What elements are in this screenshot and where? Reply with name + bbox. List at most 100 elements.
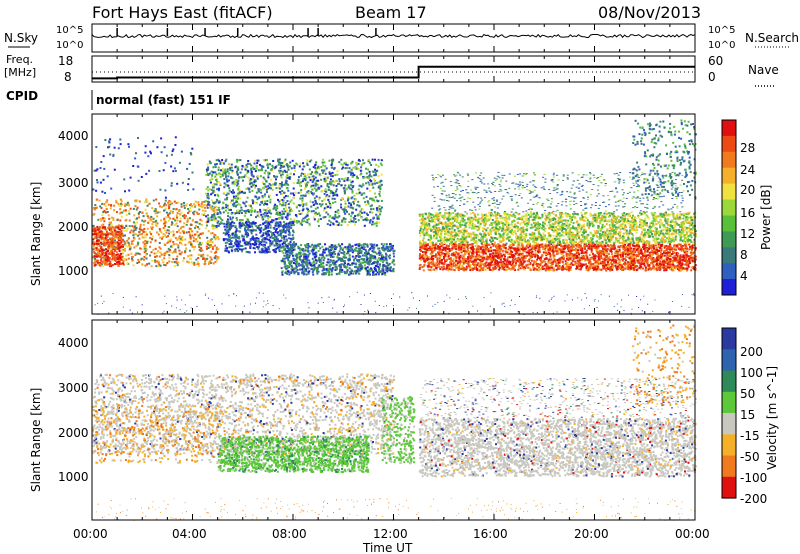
heatmap-cell	[214, 238, 217, 241]
heatmap-cell	[333, 197, 336, 200]
heatmap-cell	[292, 202, 295, 205]
heatmap-cell	[250, 185, 253, 188]
heatmap-cell	[355, 164, 358, 167]
heatmap-cell	[125, 203, 128, 206]
heatmap-cell	[306, 214, 309, 217]
heatmap-cell	[172, 210, 174, 213]
heatmap-cell	[92, 248, 95, 251]
heatmap-cell	[330, 254, 333, 257]
heatmap-cell	[189, 238, 192, 241]
heatmap-cell	[269, 220, 272, 223]
heatmap-cell	[278, 224, 280, 227]
heatmap-cell	[216, 177, 219, 180]
heatmap-cell	[541, 268, 544, 271]
heatmap-cell	[105, 243, 108, 246]
heatmap-cell	[358, 158, 361, 161]
heatmap-cell	[134, 224, 137, 227]
heatmap-cell	[132, 207, 135, 210]
heatmap-cell	[107, 250, 109, 252]
heatmap-cell	[372, 262, 375, 265]
heatmap-cell	[183, 217, 186, 220]
heatmap-cell	[363, 243, 366, 245]
heatmap-cell	[105, 263, 108, 265]
heatmap-cell	[142, 241, 145, 244]
heatmap-cell	[329, 190, 332, 192]
heatmap-cell	[366, 200, 369, 203]
heatmap-cell	[186, 260, 189, 263]
heatmap-cell	[374, 264, 377, 267]
heatmap-cell	[381, 273, 384, 276]
heatmap-cell	[504, 250, 507, 253]
heatmap-cell	[115, 201, 118, 204]
heatmap-cell	[297, 264, 300, 267]
heatmap-cell	[290, 223, 293, 226]
heatmap-cell	[134, 226, 137, 229]
heatmap-cell	[263, 178, 266, 181]
heatmap-cell	[374, 222, 377, 225]
heatmap-cell	[377, 165, 380, 168]
heatmap-cell	[206, 236, 209, 239]
heatmap-cell	[249, 182, 252, 185]
heatmap-cell	[109, 241, 112, 244]
heatmap-cell	[304, 244, 307, 247]
heatmap-cell	[341, 208, 344, 211]
heatmap-cell	[175, 261, 178, 264]
heatmap-cell	[235, 217, 238, 220]
heatmap-cell	[156, 215, 159, 218]
heatmap-cell	[374, 171, 377, 174]
heatmap-cell	[335, 265, 338, 268]
heatmap-cell	[144, 240, 147, 243]
heatmap-cell	[148, 262, 151, 265]
heatmap-cell	[272, 219, 275, 222]
heatmap-cell	[350, 247, 353, 250]
heatmap-cell	[295, 260, 298, 263]
heatmap-cell	[255, 165, 258, 168]
heatmap-cell	[309, 200, 312, 203]
heatmap-cell	[281, 181, 283, 184]
heatmap-cell	[342, 166, 344, 169]
heatmap-cell	[365, 256, 368, 259]
date-label: 08/Nov/2013	[598, 3, 701, 22]
heatmap-cell	[342, 260, 345, 262]
heatmap-cell	[121, 211, 124, 214]
heatmap-cell	[109, 244, 112, 247]
heatmap-cell	[206, 254, 209, 257]
heatmap-cell	[165, 252, 168, 255]
heatmap-cell	[285, 182, 288, 185]
nave-tick-top: 60	[708, 54, 723, 68]
heatmap-cell	[530, 259, 533, 262]
heatmap-cell	[228, 243, 231, 246]
heatmap-cell	[343, 206, 346, 209]
heatmap-cell	[252, 237, 254, 240]
heatmap-cell	[271, 219, 273, 222]
heatmap-cell	[98, 235, 101, 238]
heatmap-cell	[277, 243, 280, 246]
heatmap-cell	[373, 243, 376, 246]
heatmap-cell	[321, 171, 324, 174]
heatmap-cell	[157, 262, 160, 265]
heatmap-cell	[197, 203, 200, 206]
heatmap-cell	[215, 225, 218, 227]
heatmap-cell	[159, 247, 162, 250]
heatmap-cell	[195, 258, 198, 261]
heatmap-cell	[282, 226, 284, 229]
heatmap-cell	[298, 210, 301, 213]
freq-label-line2: [MHz]	[4, 66, 36, 79]
heatmap-cell	[367, 168, 370, 171]
heatmap-cell	[95, 233, 98, 236]
heatmap-cell	[254, 239, 257, 242]
heatmap-cell	[360, 264, 363, 267]
heatmap-cell	[136, 221, 139, 224]
heatmap-cell	[276, 242, 279, 245]
heatmap-cell	[250, 232, 253, 235]
heatmap-cell	[501, 250, 504, 253]
heatmap-cell	[104, 205, 107, 208]
heatmap-cell	[334, 263, 337, 266]
heatmap-cell	[333, 250, 336, 253]
heatmap-cell	[252, 200, 255, 203]
heatmap-cell	[502, 260, 505, 263]
heatmap-cell	[360, 172, 363, 175]
heatmap-cell	[154, 239, 157, 242]
heatmap-cell	[307, 181, 310, 184]
heatmap-cell	[92, 230, 95, 232]
